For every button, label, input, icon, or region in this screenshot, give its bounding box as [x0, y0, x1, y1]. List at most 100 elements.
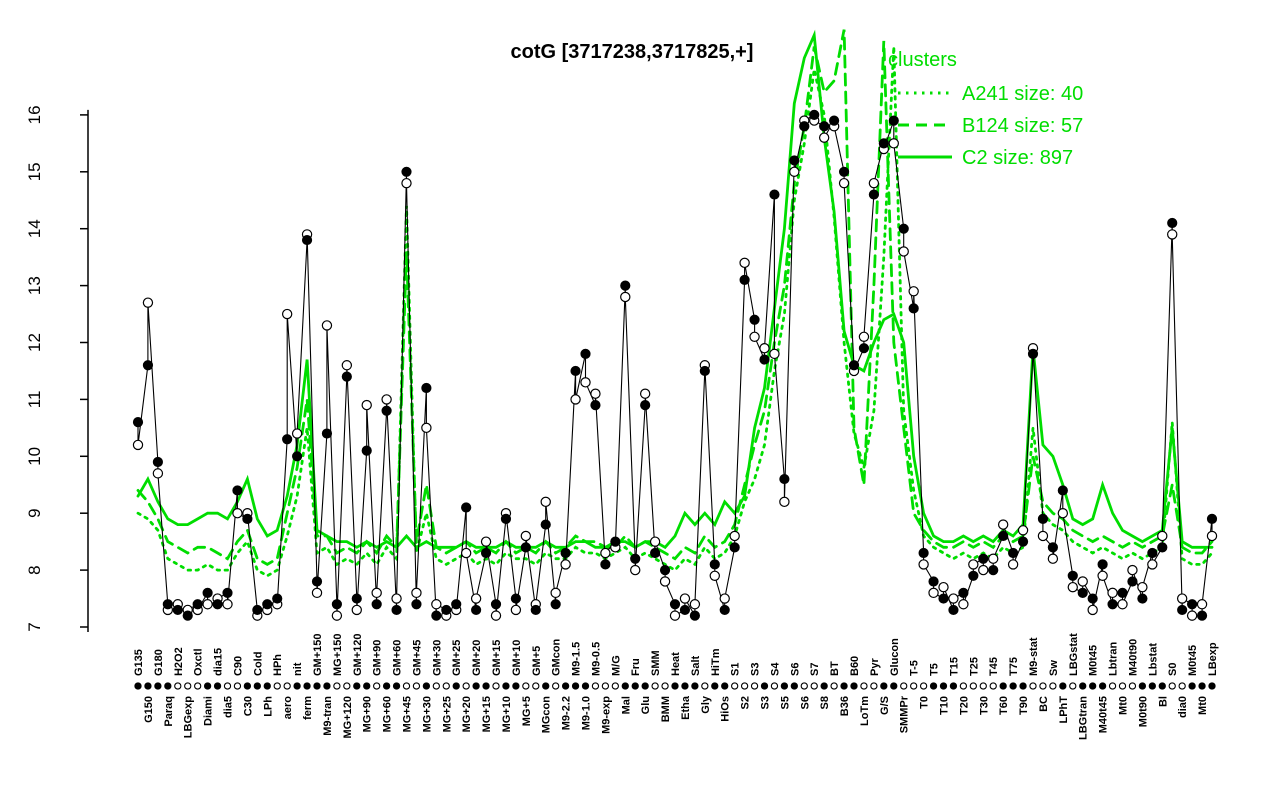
condition-dot-filled [303, 682, 311, 690]
condition-dot-open [1168, 682, 1176, 690]
data-point-open [1117, 599, 1128, 610]
condition-dot-open [1178, 682, 1186, 690]
data-point-open [729, 530, 740, 542]
x-category-label: M9-1.0 [581, 696, 593, 730]
data-point-open [540, 496, 551, 508]
y-tick-label: 13 [25, 276, 44, 295]
data-point-filled [142, 360, 154, 371]
condition-dot-filled [780, 682, 789, 690]
data-point-filled [401, 166, 412, 177]
data-point-open [1057, 508, 1069, 519]
x-category-label: SMMPr [899, 695, 911, 733]
condition-dot-filled [353, 682, 361, 690]
x-category-label: Heat [670, 652, 682, 676]
x-category-label: BC [1038, 696, 1050, 712]
x-category-label: H2O2 [173, 647, 185, 676]
data-point-open [679, 593, 691, 604]
condition-dot-open [462, 682, 470, 690]
data-point-filled [948, 604, 959, 616]
data-point-filled [411, 599, 422, 610]
data-point-filled [192, 599, 203, 610]
data-point-open [391, 593, 402, 604]
data-point-filled [878, 138, 889, 149]
condition-dot-open [373, 682, 381, 690]
data-point-open [1137, 581, 1148, 593]
data-point-filled [311, 576, 323, 587]
x-category-label: T10 [939, 696, 951, 715]
data-point-filled [331, 599, 342, 610]
condition-dot-filled [820, 682, 828, 690]
data-point-filled [441, 604, 452, 616]
data-point-filled [799, 121, 810, 132]
data-point-open [928, 587, 939, 599]
data-point-open [818, 132, 830, 143]
condition-dot-open [900, 682, 908, 690]
legend-title: clusters [888, 49, 957, 71]
x-category-label: MG+150 [332, 634, 344, 677]
cluster-line-B124 [136, 29, 1214, 567]
data-point-open [898, 246, 909, 257]
condition-dot-filled [144, 682, 152, 690]
condition-dot-open [910, 682, 918, 690]
x-category-label: G180 [153, 649, 165, 676]
x-category-label: GM+90 [372, 640, 384, 676]
x-category-label: GM+60 [392, 640, 404, 676]
x-category-label: Sw [1048, 660, 1060, 676]
condition-dot-filled [154, 682, 162, 690]
condition-dot-filled [452, 682, 460, 690]
data-point-open [938, 581, 949, 593]
x-category-label: S4 [769, 662, 781, 676]
x-category-label: MGcon [541, 696, 553, 734]
data-point-filled [381, 405, 392, 416]
condition-dot-filled [164, 682, 172, 690]
x-category-label: M/G [610, 655, 622, 676]
condition-dot-open [1128, 682, 1137, 690]
condition-dot-filled [999, 682, 1007, 690]
data-point-open [868, 177, 880, 189]
data-point-filled [858, 343, 870, 354]
x-category-label: S5 [779, 696, 791, 709]
data-point-open [590, 388, 601, 399]
x-category-label: S0 [1167, 663, 1179, 676]
x-category-label: M0t45 [1088, 645, 1100, 676]
data-point-open [1186, 610, 1198, 621]
data-point-filled [1147, 547, 1158, 559]
x-category-label: Fru [630, 658, 642, 676]
condition-dot-filled [1079, 682, 1087, 690]
data-point-filled [182, 610, 193, 621]
data-point-open [858, 331, 870, 343]
x-category-label: Mt0 [1118, 696, 1130, 715]
x-category-label: LBGstat [1068, 633, 1080, 676]
x-category-label: Glucon [889, 638, 901, 676]
data-point-filled [461, 502, 472, 513]
data-point-filled [908, 303, 919, 314]
condition-dot-filled [691, 682, 699, 690]
condition-dot-filled [542, 682, 550, 690]
condition-dot-filled [571, 682, 580, 690]
x-category-label: S3 [760, 696, 772, 709]
x-category-label: Bl [1157, 696, 1169, 707]
data-point-filled [252, 604, 263, 616]
x-category-label: GM+120 [352, 634, 364, 677]
gene-profile-line [137, 113, 1213, 618]
data-point-open [351, 604, 362, 616]
data-point-filled [152, 456, 163, 468]
data-point-open [202, 599, 213, 610]
condition-dot-filled [561, 682, 570, 690]
condition-dot-filled [949, 682, 958, 690]
data-point-filled [451, 599, 462, 610]
x-category-label: C90 [232, 656, 244, 676]
condition-dot-open [969, 682, 977, 690]
data-point-open [431, 599, 442, 610]
data-point-filled [500, 513, 512, 524]
x-category-label: MG+90 [362, 696, 374, 732]
x-category-label: M0t45 [1187, 645, 1199, 676]
data-point-filled [719, 604, 730, 616]
x-category-label: dia0 [1177, 696, 1189, 718]
data-point-open [510, 604, 522, 616]
data-point-open [232, 508, 243, 519]
x-category-label: LPh [262, 696, 274, 717]
data-point-filled [1196, 610, 1208, 621]
x-category-label: GM+45 [411, 640, 423, 676]
data-point-filled [282, 434, 293, 445]
